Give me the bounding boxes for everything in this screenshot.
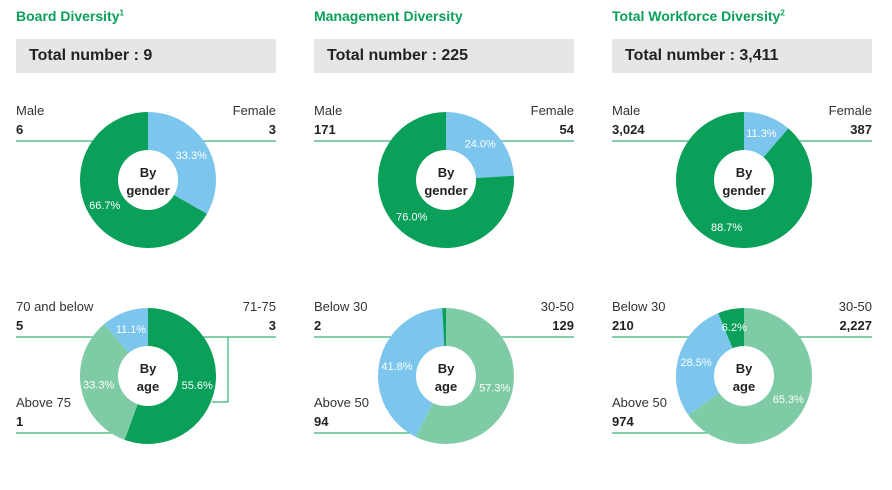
gender-right-label: Female <box>828 103 872 118</box>
total-box: Total number : 3,411 <box>612 39 872 73</box>
age-slice-1 <box>378 308 446 437</box>
gender-right-value: 3 <box>268 122 276 137</box>
panel-management: 24.0% 76.0% By gender 57.3% 41.8% 0.9% By age Ma… <box>314 0 576 490</box>
age-center-label-1: age <box>733 379 755 394</box>
age-right-label: 71-75 <box>242 299 276 314</box>
gender-slice-label-0: 11.3% <box>746 128 777 140</box>
age-left-label: 70 and below <box>16 299 94 314</box>
age-bottom-value: 94 <box>314 414 329 429</box>
age-right-connector <box>212 336 276 403</box>
panel-title: Management Diversity <box>314 8 463 24</box>
age-slice-label-1: 33.3% <box>83 380 114 392</box>
gender-slice-label-0: 33.3% <box>176 150 207 162</box>
total-box: Total number : 225 <box>314 39 574 73</box>
age-right-value: 129 <box>552 318 574 333</box>
age-bottom-label: Above 50 <box>612 395 667 410</box>
age-donut-hole <box>118 346 178 406</box>
gender-left-value: 3,024 <box>612 122 645 137</box>
gender-right-label: Female <box>232 103 276 118</box>
gender-right-label: Female <box>530 103 574 118</box>
gender-donut-hole <box>416 150 476 210</box>
gender-center-label-1: gender <box>722 183 765 198</box>
gender-left-label: Male <box>16 103 45 118</box>
age-bottom-value: 1 <box>16 414 24 429</box>
gender-center-label-1: gender <box>126 183 169 198</box>
gender-right-value: 54 <box>559 122 574 137</box>
gender-slice-label-1: 88.7% <box>711 222 742 234</box>
age-left-label: Below 30 <box>314 299 368 314</box>
gender-slice-label-1: 76.0% <box>396 211 427 223</box>
age-slice-label-2: 0.9% <box>434 347 459 359</box>
panel-title: Board Diversity1 <box>16 8 124 24</box>
gender-right-value: 387 <box>850 122 872 137</box>
age-right-value: 3 <box>268 318 276 333</box>
age-slice-label-0: 57.3% <box>479 382 510 394</box>
total-box: Total number : 9 <box>16 39 276 73</box>
gender-slice-label-0: 24.0% <box>465 139 496 151</box>
age-slice-1 <box>676 313 744 415</box>
age-slice-label-2: 11.1% <box>116 324 147 336</box>
age-center-label-0: By <box>140 361 157 376</box>
age-center-label-1: age <box>435 379 457 394</box>
panel-board: 33.3% 66.7% By gender 55.6% 33.3% 11.1% By age B… <box>16 0 278 490</box>
panel-title: Total Workforce Diversity2 <box>612 8 785 24</box>
age-bottom-value: 974 <box>612 414 634 429</box>
age-bottom-label: Above 50 <box>314 395 369 410</box>
gender-center-label-0: By <box>438 165 455 180</box>
total-text: Total number : 9 <box>29 47 153 64</box>
gender-slice-label-1: 66.7% <box>89 200 120 212</box>
total-text: Total number : 225 <box>327 47 469 64</box>
age-slice-label-2: 6.2% <box>722 322 747 334</box>
gender-left-value: 6 <box>16 122 24 137</box>
age-left-value: 2 <box>314 318 322 333</box>
age-right-value: 2,227 <box>839 318 872 333</box>
management-charts: 24.0% 76.0% By gender 57.3% 41.8% 0.9% By age <box>314 112 574 444</box>
age-donut-hole <box>714 346 774 406</box>
age-slice-label-1: 41.8% <box>381 361 412 373</box>
age-right-label: 30-50 <box>540 299 574 314</box>
panel-workforce: 11.3% 88.7% By gender 65.3% 28.5% 6.2% By age To… <box>612 0 874 490</box>
workforce-charts: 11.3% 88.7% By gender 65.3% 28.5% 6.2% By age <box>612 112 872 444</box>
gender-donut-hole <box>714 150 774 210</box>
age-donut-hole <box>416 346 476 406</box>
age-center-label-0: By <box>736 361 753 376</box>
age-left-value: 210 <box>612 318 634 333</box>
gender-center-label-0: By <box>140 165 157 180</box>
age-slice-label-1: 28.5% <box>680 357 711 369</box>
gender-left-label: Male <box>612 103 641 118</box>
board-charts: 33.3% 66.7% By gender 55.6% 33.3% 11.1% By age <box>16 112 276 444</box>
age-slice-label-0: 65.3% <box>773 394 804 406</box>
gender-left-label: Male <box>314 103 343 118</box>
gender-left-value: 171 <box>314 122 336 137</box>
age-center-label-1: age <box>137 379 159 394</box>
gender-donut-hole <box>118 150 178 210</box>
age-left-value: 5 <box>16 318 24 333</box>
age-center-label-0: By <box>438 361 455 376</box>
age-slice-1 <box>80 323 148 440</box>
age-slice-label-0: 55.6% <box>182 380 213 392</box>
age-left-label: Below 30 <box>612 299 666 314</box>
age-bottom-label: Above 75 <box>16 395 71 410</box>
total-text: Total number : 3,411 <box>625 47 779 64</box>
gender-center-label-1: gender <box>424 183 467 198</box>
age-right-label: 30-50 <box>838 299 872 314</box>
gender-center-label-0: By <box>736 165 753 180</box>
